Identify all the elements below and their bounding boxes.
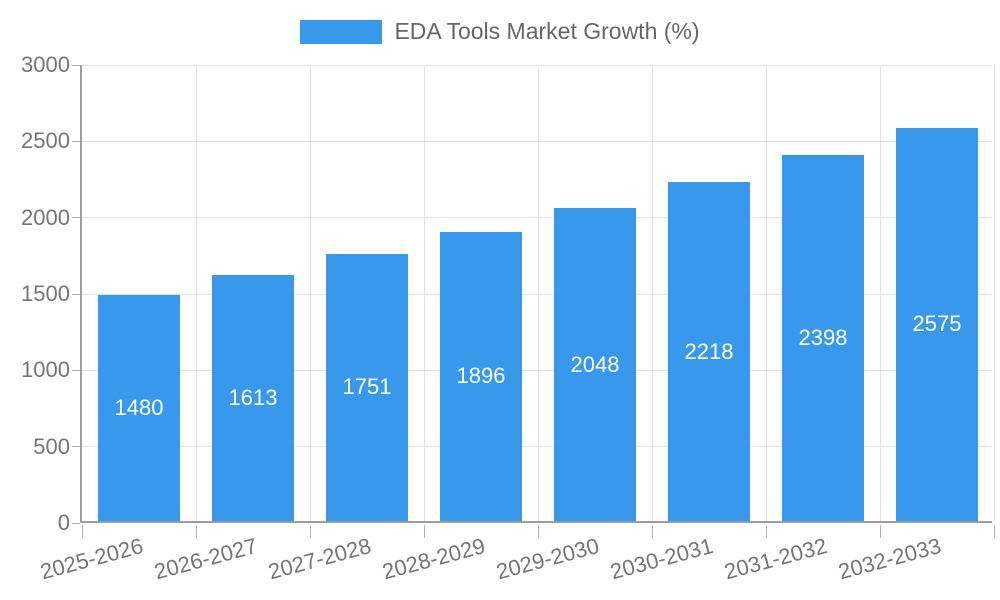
grid-line-vertical — [651, 65, 653, 521]
x-tick-label: 2025-2026 — [37, 533, 146, 585]
x-tick-label: 2031-2032 — [721, 533, 830, 585]
y-tick-label: 2500 — [21, 128, 70, 154]
grid-line-vertical — [309, 65, 311, 521]
x-axis-tick — [879, 525, 881, 538]
x-tick-label: 2027-2028 — [265, 533, 374, 585]
bar[interactable]: 2575 — [896, 127, 978, 521]
bar-value-label: 2398 — [798, 324, 848, 350]
grid-line-vertical — [993, 65, 995, 521]
grid-line-horizontal — [82, 64, 992, 66]
grid-line-horizontal — [82, 217, 992, 219]
grid-line-vertical — [423, 65, 425, 521]
bar[interactable]: 2218 — [668, 182, 750, 521]
grid-line-vertical — [195, 65, 197, 521]
y-tick-label: 3000 — [21, 52, 70, 77]
y-axis-tick — [72, 217, 80, 219]
y-tick-label: 1000 — [21, 357, 70, 383]
bar-value-label: 2048 — [570, 351, 620, 377]
x-axis-tick — [993, 525, 995, 538]
x-axis-tick — [309, 525, 311, 538]
x-axis-tick — [537, 525, 539, 538]
legend-label: EDA Tools Market Growth (%) — [394, 18, 700, 44]
x-axis-tick — [81, 525, 83, 538]
grid-line-vertical — [537, 65, 539, 521]
y-axis-tick — [72, 522, 80, 524]
x-tick-label: 2032-2033 — [835, 533, 944, 585]
x-tick-label: 2029-2030 — [493, 533, 602, 585]
y-tick-label: 0 — [57, 510, 70, 535]
bar[interactable]: 1751 — [326, 253, 408, 521]
legend-swatch-icon — [300, 19, 383, 44]
y-tick-label: 1500 — [21, 281, 70, 306]
chart-legend[interactable]: EDA Tools Market Growth (%) — [0, 18, 1000, 45]
bar[interactable]: 1613 — [212, 274, 294, 521]
x-axis-tick — [765, 525, 767, 538]
y-axis-tick — [72, 369, 80, 371]
grid-line-vertical — [879, 65, 881, 521]
bar-value-label: 1751 — [342, 374, 392, 400]
x-tick-label: 2028-2029 — [379, 533, 488, 585]
bar-value-label: 1480 — [114, 395, 164, 421]
bar-value-label: 1896 — [456, 363, 506, 389]
plot-area: 0 500 1000 1500 2000 2500 3000 1480 2025-2026 161… — [21, 52, 995, 584]
grid-line-horizontal — [82, 140, 992, 142]
grid-line-vertical — [765, 65, 767, 521]
bar-value-label: 1613 — [228, 384, 278, 410]
bar-value-label: 2218 — [684, 338, 734, 364]
x-tick-label: 2026-2027 — [151, 533, 260, 585]
y-tick-label: 2000 — [21, 204, 70, 230]
y-axis-tick — [72, 446, 80, 448]
grid-line-horizontal — [82, 369, 992, 371]
bar-value-label: 2575 — [912, 311, 962, 337]
y-axis-tick — [72, 293, 80, 295]
y-axis-tick — [72, 140, 80, 142]
x-axis-tick — [423, 525, 425, 538]
y-tick-label: 500 — [33, 433, 70, 459]
x-tick-label: 2030-2031 — [607, 533, 716, 585]
bar[interactable]: 2398 — [782, 154, 864, 521]
x-axis-tick — [195, 525, 197, 538]
grid-line-horizontal — [82, 446, 992, 448]
x-axis-tick — [651, 525, 653, 538]
bar[interactable]: 1480 — [98, 295, 180, 521]
bar[interactable]: 2048 — [554, 208, 636, 521]
bar[interactable]: 1896 — [440, 231, 522, 521]
y-axis-tick — [72, 64, 80, 66]
grid-line-horizontal — [82, 293, 992, 295]
